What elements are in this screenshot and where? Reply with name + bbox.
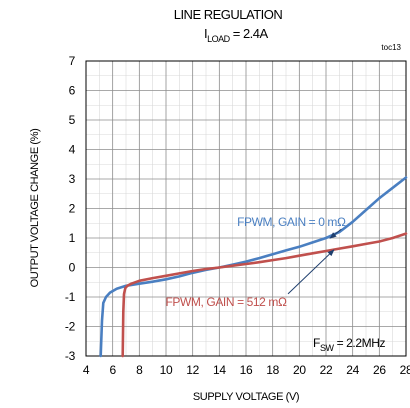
y-tick-label: 6 bbox=[69, 84, 76, 98]
major-grid bbox=[86, 61, 406, 356]
series-label-arrow-2 bbox=[287, 249, 335, 295]
series-label-1: FPWM, GAIN = 0 mΩ bbox=[237, 215, 346, 229]
chart-title: LINE REGULATION bbox=[174, 7, 283, 22]
x-tick-label: 14 bbox=[213, 363, 226, 377]
x-tick-label: 8 bbox=[136, 363, 143, 377]
x-tick-label: 18 bbox=[266, 363, 279, 377]
y-axis-label: OUTPUT VOLTAGE CHANGE (%) bbox=[29, 129, 41, 288]
y-tick-label: -3 bbox=[65, 349, 76, 363]
x-tick-label: 26 bbox=[373, 363, 386, 377]
y-tick-label: 0 bbox=[69, 261, 76, 275]
x-tick-label: 4 bbox=[83, 363, 90, 377]
x-tick-label: 22 bbox=[320, 363, 333, 377]
x-tick-label: 10 bbox=[160, 363, 173, 377]
y-axis-ticks: -3 -2 -1 0 1 2 3 4 5 6 7 bbox=[65, 54, 76, 363]
subtitle-sub: LOAD bbox=[207, 34, 231, 44]
series-line-2 bbox=[121, 232, 408, 358]
chart-subtitle: ILOAD = 2.4A bbox=[204, 26, 269, 44]
figure-id: toc13 bbox=[381, 43, 401, 52]
fsw-annotation: FSW = 2.2MHz bbox=[313, 336, 385, 353]
y-tick-label: -1 bbox=[65, 290, 76, 304]
y-tick-label: 3 bbox=[69, 172, 76, 186]
x-tick-label: 20 bbox=[293, 363, 306, 377]
fsw-sub: SW bbox=[320, 343, 335, 353]
x-axis-ticks: 4 6 8 10 12 14 16 18 20 22 24 26 28 bbox=[83, 363, 410, 377]
series-label-arrow-1 bbox=[329, 228, 342, 239]
series-line-1 bbox=[99, 176, 408, 358]
x-tick-label: 28 bbox=[400, 363, 410, 377]
y-tick-label: 1 bbox=[69, 231, 76, 245]
y-tick-label: 2 bbox=[69, 202, 76, 216]
x-tick-label: 12 bbox=[186, 363, 199, 377]
series-label-layer: FPWM, GAIN = 0 mΩ FPWM, GAIN = 512 mΩ bbox=[165, 215, 346, 309]
series-label-2: FPWM, GAIN = 512 mΩ bbox=[165, 295, 286, 309]
y-tick-label: 7 bbox=[69, 54, 76, 68]
x-tick-label: 6 bbox=[109, 363, 116, 377]
x-tick-label: 16 bbox=[240, 363, 253, 377]
y-tick-label: -2 bbox=[65, 320, 76, 334]
subtitle-main: I bbox=[204, 26, 207, 41]
fsw-main: F bbox=[313, 336, 320, 350]
series-layer bbox=[99, 176, 408, 358]
y-tick-label: 4 bbox=[69, 143, 76, 157]
y-tick-label: 5 bbox=[69, 113, 76, 127]
fsw-rest: = 2.2MHz bbox=[334, 336, 386, 350]
x-tick-label: 24 bbox=[346, 363, 359, 377]
subtitle-rest: = 2.4A bbox=[230, 26, 269, 41]
x-axis-label: SUPPLY VOLTAGE (V) bbox=[193, 391, 299, 403]
plot-frame bbox=[85, 60, 407, 357]
